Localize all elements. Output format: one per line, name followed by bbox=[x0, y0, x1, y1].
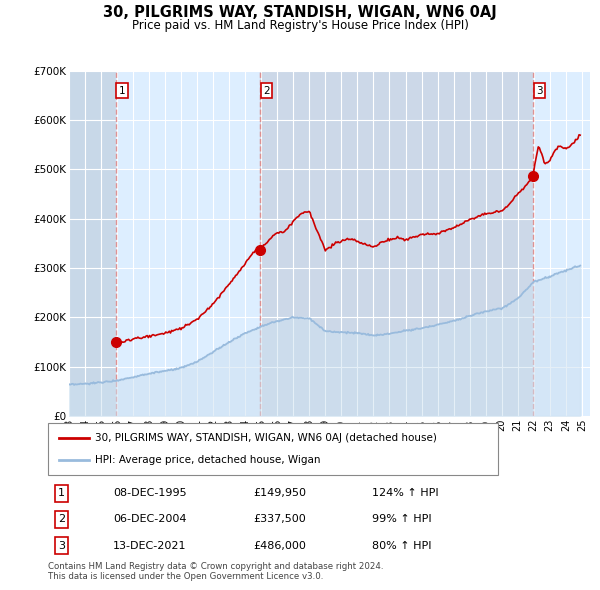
Text: 13-DEC-2021: 13-DEC-2021 bbox=[113, 541, 187, 551]
Text: 80% ↑ HPI: 80% ↑ HPI bbox=[372, 541, 431, 551]
Text: Price paid vs. HM Land Registry's House Price Index (HPI): Price paid vs. HM Land Registry's House … bbox=[131, 19, 469, 32]
Text: 3: 3 bbox=[536, 86, 543, 96]
Bar bbox=[533, 71, 590, 416]
Text: 1: 1 bbox=[58, 488, 65, 498]
Text: HPI: Average price, detached house, Wigan: HPI: Average price, detached house, Wiga… bbox=[95, 455, 321, 466]
Bar bbox=[260, 71, 533, 416]
Bar bbox=[69, 71, 116, 416]
Text: 2: 2 bbox=[263, 86, 270, 96]
Text: 30, PILGRIMS WAY, STANDISH, WIGAN, WN6 0AJ: 30, PILGRIMS WAY, STANDISH, WIGAN, WN6 0… bbox=[103, 5, 497, 19]
Text: 30, PILGRIMS WAY, STANDISH, WIGAN, WN6 0AJ (detached house): 30, PILGRIMS WAY, STANDISH, WIGAN, WN6 0… bbox=[95, 432, 437, 442]
Text: £486,000: £486,000 bbox=[253, 541, 306, 551]
Text: £149,950: £149,950 bbox=[253, 488, 306, 498]
Bar bbox=[69, 71, 116, 416]
Text: 1: 1 bbox=[119, 86, 125, 96]
Text: 08-DEC-1995: 08-DEC-1995 bbox=[113, 488, 187, 498]
Text: 124% ↑ HPI: 124% ↑ HPI bbox=[372, 488, 439, 498]
Bar bbox=[116, 71, 260, 416]
Text: £337,500: £337,500 bbox=[253, 514, 306, 525]
Text: 99% ↑ HPI: 99% ↑ HPI bbox=[372, 514, 431, 525]
Text: 06-DEC-2004: 06-DEC-2004 bbox=[113, 514, 187, 525]
Text: Contains HM Land Registry data © Crown copyright and database right 2024.
This d: Contains HM Land Registry data © Crown c… bbox=[48, 562, 383, 581]
Text: 3: 3 bbox=[58, 541, 65, 551]
Text: 2: 2 bbox=[58, 514, 65, 525]
